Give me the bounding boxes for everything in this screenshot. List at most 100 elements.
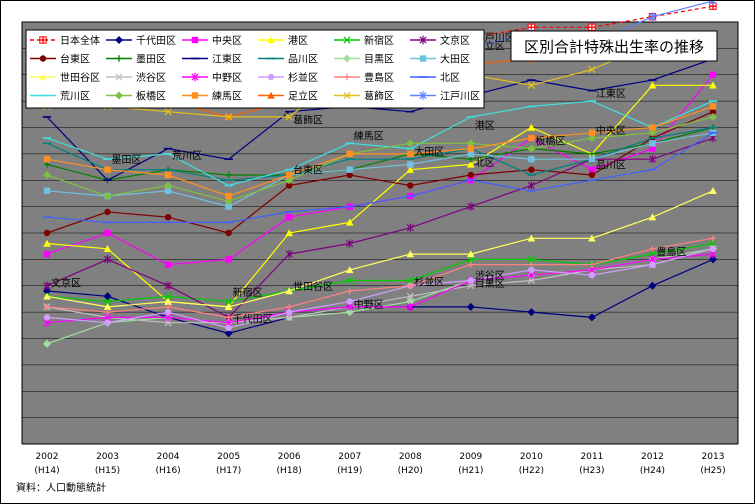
legend-label: 千代田区 — [136, 35, 176, 47]
data-point-marker — [285, 113, 293, 121]
data-point-marker — [709, 187, 717, 194]
series-line — [46, 126, 714, 181]
data-point-marker — [285, 229, 293, 237]
data-point-marker — [467, 277, 475, 284]
data-point-marker — [407, 161, 414, 168]
series-20 — [43, 112, 717, 206]
data-point-marker — [407, 182, 414, 189]
data-point-marker — [345, 308, 354, 317]
legend-marker — [343, 73, 351, 81]
data-point-marker — [588, 272, 596, 279]
data-point-marker — [588, 65, 596, 74]
data-point-marker — [709, 81, 717, 89]
series-16 — [43, 245, 717, 332]
data-point-marker — [467, 160, 475, 168]
data-point-marker — [225, 324, 232, 332]
legend-entry: 墨田区 — [106, 54, 166, 66]
series-line — [46, 242, 714, 303]
series-annotation: 新宿区 — [233, 286, 263, 299]
data-point-marker — [225, 171, 232, 179]
x-tick-label: 2008 — [399, 452, 422, 462]
legend-marker — [191, 36, 199, 44]
data-point-marker — [104, 319, 111, 326]
legend-label: 日本全体 — [60, 34, 100, 47]
data-point-marker — [527, 181, 535, 190]
data-point-marker — [346, 239, 354, 248]
legend-entry: 大田区 — [410, 53, 470, 66]
legend-marker — [115, 55, 123, 62]
data-point-marker — [649, 245, 656, 253]
data-point-marker — [346, 287, 353, 295]
legend-label: 板橋区 — [136, 90, 166, 103]
series-line — [46, 248, 714, 329]
series-7 — [43, 108, 717, 237]
data-point-marker — [164, 308, 172, 316]
data-point-marker — [43, 250, 51, 258]
legend-entry: 品川区 — [258, 54, 318, 66]
data-point-marker — [709, 108, 717, 115]
series-annotation: 葛飾区 — [293, 114, 323, 127]
series-line — [46, 137, 714, 319]
chart-title: 区別合計特殊出生率の推移 — [524, 38, 704, 56]
x-tick-label: 2003 — [96, 452, 119, 462]
data-point-marker — [164, 181, 173, 190]
data-point-marker — [285, 308, 293, 316]
legend-marker — [115, 91, 123, 100]
title-box: 区別合計特殊出生率の推移 — [510, 30, 718, 62]
data-point-marker — [709, 245, 717, 253]
series-annotation: 大田区 — [414, 145, 444, 158]
legend-label: 江東区 — [212, 53, 242, 66]
data-point-marker — [103, 255, 112, 264]
data-point-marker — [225, 256, 232, 263]
x-tick-sublabel: (H14) — [34, 466, 59, 476]
data-point-marker — [709, 239, 717, 248]
series-line — [46, 58, 714, 181]
legend-entry: 世田谷区 — [30, 72, 100, 84]
legend-label: 杉並区 — [288, 71, 318, 84]
series-line — [46, 100, 714, 187]
legend-label: 中央区 — [212, 34, 242, 47]
series-annotation: 北区 — [475, 157, 495, 169]
legend-entry: 港区 — [258, 35, 308, 47]
data-point-marker — [527, 144, 536, 153]
data-point-marker — [164, 261, 172, 268]
data-point-marker — [225, 229, 232, 237]
data-point-marker — [467, 145, 475, 152]
series-line — [46, 126, 714, 181]
data-point-marker — [346, 276, 354, 285]
data-point-marker — [588, 234, 596, 242]
series-annotation: 目黒区 — [475, 278, 505, 290]
data-point-marker — [406, 139, 415, 148]
legend-marker — [419, 91, 427, 100]
x-tick-sublabel: (H16) — [155, 466, 180, 476]
data-point-marker — [103, 303, 112, 311]
data-point-marker — [164, 292, 172, 300]
data-point-marker — [345, 266, 354, 274]
data-point-marker — [467, 261, 475, 268]
legend-entry: 中野区 — [182, 71, 242, 84]
data-point-marker — [588, 166, 596, 173]
legend-label: 大田区 — [440, 53, 470, 66]
data-point-marker — [43, 303, 51, 311]
data-point-marker — [467, 150, 475, 158]
series-annotation: 杉並区 — [414, 276, 444, 289]
series-annotation: 文京区 — [51, 277, 81, 290]
data-point-marker — [406, 276, 414, 285]
x-tick-labels: 2002 (H14) 2003 (H15) 2004 (H16) 2005 (H17) 2006… — [34, 452, 725, 476]
series-annotation: 江東区 — [596, 87, 626, 100]
data-point-marker — [43, 339, 51, 348]
data-point-marker — [588, 129, 596, 136]
data-point-marker — [346, 150, 353, 158]
data-point-marker — [285, 249, 293, 259]
legend-marker — [191, 92, 199, 99]
series-annotation: 荒川区 — [172, 150, 202, 162]
legend-marker — [343, 36, 351, 44]
data-point-marker — [466, 302, 475, 311]
series-annotation: 中央区 — [596, 124, 626, 137]
data-point-marker — [527, 308, 536, 317]
x-tick-sublabel: (H15) — [95, 466, 120, 476]
data-point-marker — [164, 108, 172, 116]
series-annotation: 世田谷区 — [293, 281, 333, 293]
